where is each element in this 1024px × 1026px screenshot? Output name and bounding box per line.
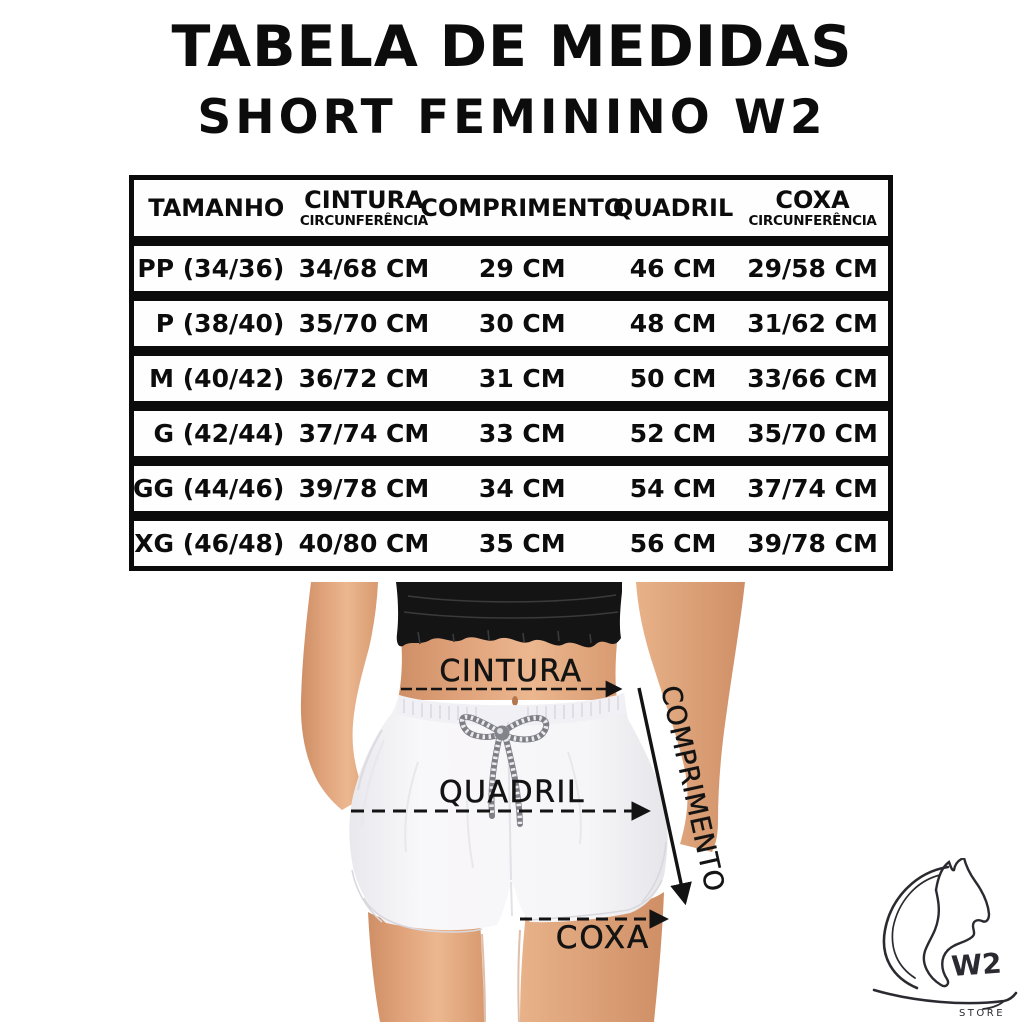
thigh-value: 31/62 CM: [747, 309, 878, 338]
table-row: XG (46/48) 40/80 CM 35 CM 56 CM 39/78 CM: [129, 516, 893, 571]
right-arm: [636, 582, 745, 852]
measurement-table: TAMANHO CINTURA CIRCUNFERÊNCIA COMPRIMEN…: [129, 175, 893, 571]
size-value: P (38/40): [155, 309, 285, 338]
waist-value: 39/78 CM: [298, 474, 430, 503]
shorts-waistband: [396, 693, 627, 726]
column-header-comprimento: COMPRIMENTO: [420, 180, 624, 236]
drawstring-cords: [459, 713, 550, 827]
shorts-wrinkles: [361, 739, 582, 869]
column-header-tamanho: TAMANHO: [134, 180, 292, 236]
model-photo: CINTURA QUADRIL COXA COMPRIMENTO: [268, 582, 748, 1023]
comprimento-measure-line: [637, 687, 692, 906]
table-row: G (42/44) 37/74 CM 33 CM 52 CM 35/70 CM: [129, 406, 893, 461]
brand-logo-svg: W2 STORE: [872, 856, 1018, 1019]
waist-value: 34/68 CM: [298, 254, 430, 283]
column-header-sublabel: CIRCUNFERÊNCIA: [748, 212, 877, 229]
thigh-value: 33/66 CM: [747, 364, 878, 393]
column-header-coxa: COXA CIRCUNFERÊNCIA: [737, 180, 888, 236]
column-header-label: QUADRIL: [612, 194, 734, 222]
drawstring: [459, 713, 550, 827]
right-leg: [520, 892, 664, 1022]
column-header-sublabel: CIRCUNFERÊNCIA: [299, 212, 428, 229]
brand-logo: W2 STORE: [870, 856, 1022, 1019]
left-leg: [368, 912, 484, 1022]
inner-thigh-shadow: [481, 929, 521, 1023]
column-header-cintura: CINTURA CIRCUNFERÊNCIA: [292, 180, 435, 236]
hip-value: 56 CM: [629, 529, 717, 558]
crop-top-ruffle-texture: [403, 594, 619, 645]
table-row: P (38/40) 35/70 CM 30 CM 48 CM 31/62 CM: [129, 296, 893, 351]
thigh-value: 39/78 CM: [747, 529, 878, 558]
shorts-hem-stitching: [351, 841, 667, 933]
table-row: PP (34/36) 34/68 CM 29 CM 46 CM 29/58 CM: [129, 241, 893, 296]
size-value: M (40/42): [149, 364, 285, 393]
column-header-label: COXA: [775, 185, 850, 214]
navel: [512, 696, 518, 706]
horse-head-outline: [934, 856, 991, 952]
size-value: XG (46/48): [134, 529, 285, 558]
table-row: M (40/42) 36/72 CM 31 CM 50 CM 33/66 CM: [129, 351, 893, 406]
coxa-label: COXA: [556, 920, 651, 956]
column-header-quadril: QUADRIL: [609, 180, 737, 236]
size-value: G (42/44): [153, 419, 285, 448]
waist-value: 36/72 CM: [298, 364, 430, 393]
drawstring-knot-highlight: [497, 728, 503, 734]
hip-value: 52 CM: [629, 419, 717, 448]
waist-value: 35/70 CM: [298, 309, 430, 338]
table-header-row: TAMANHO CINTURA CIRCUNFERÊNCIA COMPRIMEN…: [129, 175, 893, 241]
page-title: TABELA DE MEDIDAS: [171, 14, 853, 80]
column-header-label: COMPRIMENTO: [420, 194, 625, 222]
hip-value: 50 CM: [629, 364, 717, 393]
waist-value: 37/74 CM: [298, 419, 430, 448]
left-arm: [300, 582, 378, 810]
size-value: GG (44/46): [133, 474, 285, 503]
thigh-value: 29/58 CM: [747, 254, 878, 283]
cintura-label: CINTURA: [439, 654, 582, 689]
length-value: 30 CM: [478, 309, 566, 338]
length-value: 31 CM: [478, 364, 566, 393]
horse-mane-outer-arc: [882, 865, 950, 990]
horse-neck-curl: [922, 888, 950, 988]
thigh-value: 35/70 CM: [747, 419, 878, 448]
length-value: 29 CM: [478, 254, 566, 283]
thigh-value: 37/74 CM: [747, 474, 878, 503]
crop-top: [396, 582, 622, 648]
length-value: 35 CM: [478, 529, 566, 558]
logo-brand-text: W2: [950, 947, 1003, 983]
waistband-shirring: [403, 696, 619, 721]
logo-store-text: STORE: [959, 1008, 1005, 1018]
column-header-label: CINTURA: [304, 185, 424, 214]
hip-value: 48 CM: [629, 309, 717, 338]
left-pocket-opening: [356, 729, 383, 791]
length-value: 34 CM: [478, 474, 566, 503]
hip-value: 54 CM: [629, 474, 717, 503]
page-subtitle: SHORT FEMININO W2: [197, 90, 827, 145]
logo-swoosh-tail: [982, 1000, 1005, 1010]
model-photo-svg: CINTURA QUADRIL COXA COMPRIMENTO: [300, 582, 745, 1023]
logo-swoosh: [872, 988, 1018, 1005]
horse-mane-inner-arc: [891, 874, 941, 979]
table-row: GG (44/46) 39/78 CM 34 CM 54 CM 37/74 CM: [129, 461, 893, 516]
measurement-annotations: CINTURA QUADRIL COXA COMPRIMENTO: [351, 654, 730, 956]
person-illustration: [300, 582, 745, 1023]
quadril-label: QUADRIL: [439, 775, 585, 810]
waist-value: 40/80 CM: [298, 529, 430, 558]
length-value: 33 CM: [478, 419, 566, 448]
column-header-label: TAMANHO: [148, 194, 285, 222]
hip-value: 46 CM: [629, 254, 717, 283]
size-value: PP (34/36): [137, 254, 285, 283]
